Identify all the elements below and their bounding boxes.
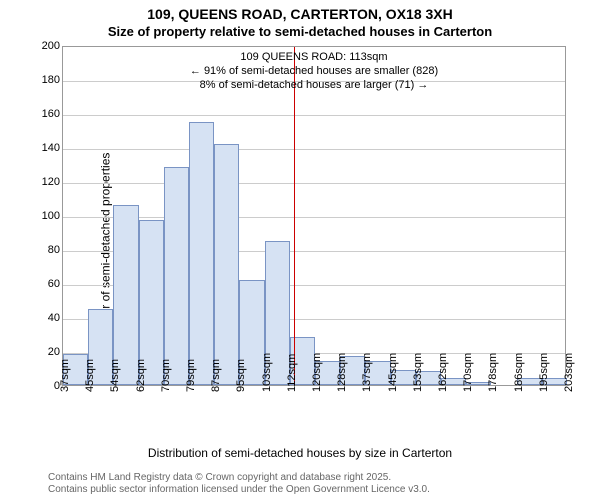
x-tick-label: 162sqm <box>437 353 449 392</box>
annotation-line1: 109 QUEENS ROAD: 113sqm <box>190 51 438 65</box>
y-tick-label: 80 <box>30 244 60 256</box>
plot-area: 109 QUEENS ROAD: 113sqm ← 91% of semi-de… <box>62 46 566 386</box>
grid-line <box>63 115 565 116</box>
y-tick-label: 100 <box>30 210 60 222</box>
y-tick-label: 180 <box>30 74 60 86</box>
x-tick-label: 128sqm <box>336 353 348 392</box>
x-tick-label: 145sqm <box>387 353 399 392</box>
histogram-bar <box>214 144 239 385</box>
footer-line2: Contains public sector information licen… <box>48 484 430 496</box>
x-axis-label: Distribution of semi-detached houses by … <box>0 446 600 460</box>
x-tick-label: 186sqm <box>513 353 525 392</box>
histogram-bar <box>189 122 214 386</box>
chart-title-main: 109, QUEENS ROAD, CARTERTON, OX18 3XH <box>0 6 600 22</box>
x-tick-label: 153sqm <box>412 353 424 392</box>
x-tick-label: 45sqm <box>84 359 96 392</box>
footer-line1: Contains HM Land Registry data © Crown c… <box>48 472 430 484</box>
grid-line <box>63 183 565 184</box>
x-tick-label: 195sqm <box>538 353 550 392</box>
annotation-line2: ← 91% of semi-detached houses are smalle… <box>190 65 438 79</box>
histogram-bar <box>164 167 189 385</box>
marker-annotation: 109 QUEENS ROAD: 113sqm ← 91% of semi-de… <box>190 51 438 92</box>
annotation-line3: 8% of semi-detached houses are larger (7… <box>190 79 438 93</box>
x-tick-label: 178sqm <box>487 353 499 392</box>
x-tick-label: 203sqm <box>563 353 575 392</box>
y-tick-label: 120 <box>30 176 60 188</box>
x-tick-label: 37sqm <box>59 359 71 392</box>
x-tick-label: 95sqm <box>235 359 247 392</box>
chart-title-sub: Size of property relative to semi-detach… <box>0 24 600 39</box>
chart-footer: Contains HM Land Registry data © Crown c… <box>48 472 430 496</box>
y-tick-label: 20 <box>30 346 60 358</box>
y-tick-label: 40 <box>30 312 60 324</box>
x-tick-label: 54sqm <box>109 359 121 392</box>
grid-line <box>63 149 565 150</box>
chart-container: 109, QUEENS ROAD, CARTERTON, OX18 3XH Si… <box>0 0 600 500</box>
x-tick-label: 62sqm <box>135 359 147 392</box>
y-tick-label: 60 <box>30 278 60 290</box>
x-tick-label: 112sqm <box>286 354 298 392</box>
x-tick-label: 120sqm <box>311 353 323 392</box>
y-tick-label: 140 <box>30 142 60 154</box>
x-tick-label: 87sqm <box>210 359 222 392</box>
histogram-bar <box>113 205 138 385</box>
x-tick-label: 137sqm <box>361 353 373 392</box>
x-tick-label: 103sqm <box>261 353 273 392</box>
y-tick-label: 160 <box>30 108 60 120</box>
x-tick-label: 70sqm <box>160 359 172 392</box>
y-tick-label: 0 <box>30 380 60 392</box>
property-marker-line <box>294 47 295 385</box>
x-tick-label: 79sqm <box>185 359 197 392</box>
y-tick-label: 200 <box>30 40 60 52</box>
x-tick-label: 170sqm <box>462 353 474 392</box>
